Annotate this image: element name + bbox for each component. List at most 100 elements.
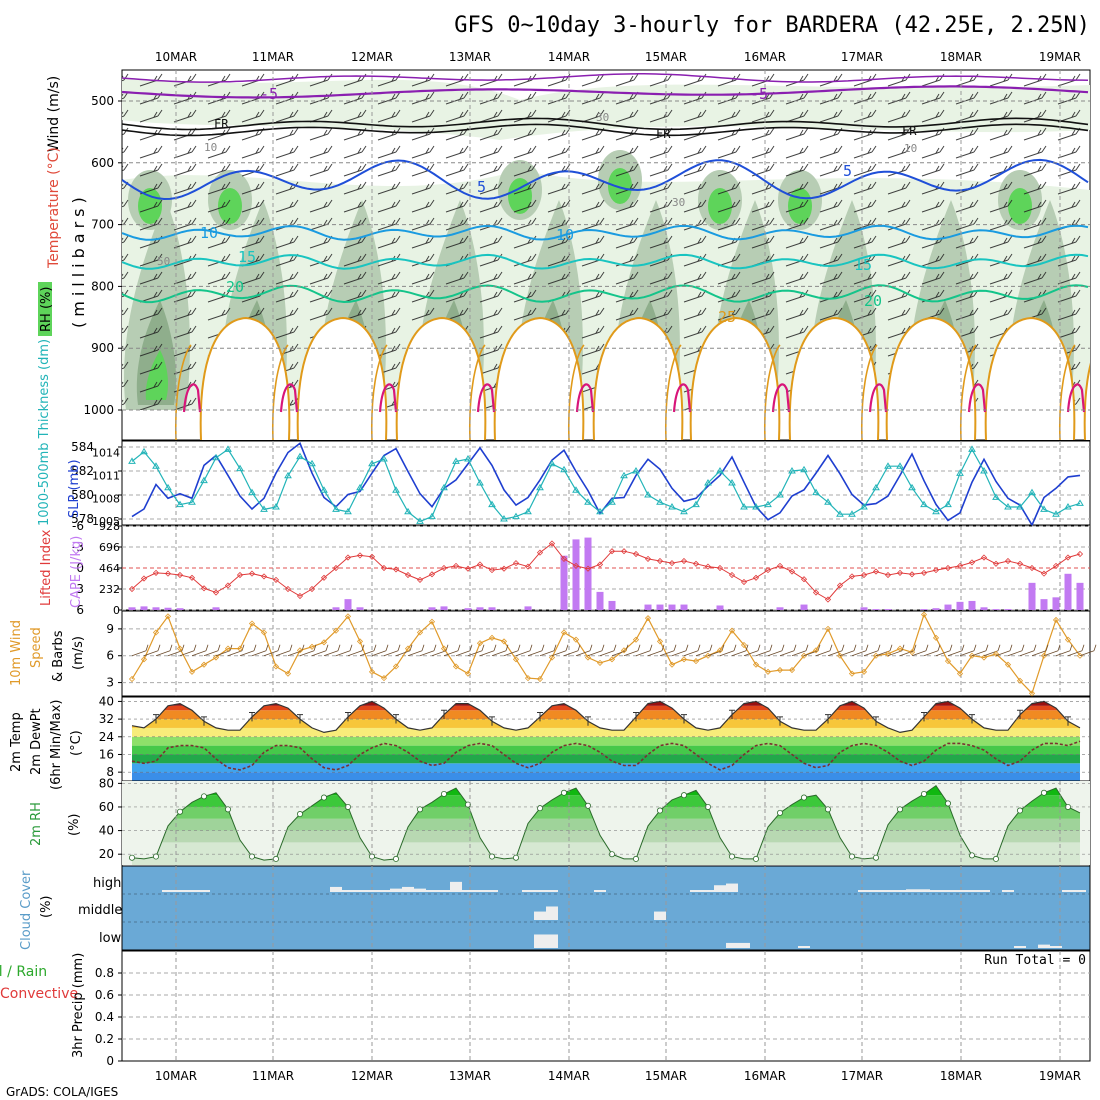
- contour-label-10-b: 10: [556, 226, 574, 244]
- wind-barb: [959, 644, 977, 657]
- wind-barb: [443, 644, 461, 657]
- wind-speed-point: [764, 668, 772, 675]
- label-2m-rh: 2m RH: [29, 802, 44, 846]
- cloud-bar-high: [330, 886, 342, 892]
- lifted-index-point: [428, 571, 436, 578]
- lifted-index-point: [824, 596, 832, 603]
- thickness-point: [632, 467, 640, 474]
- tick-label: 578: [71, 512, 94, 526]
- contour-label-15-b: 15: [854, 256, 872, 274]
- cape-bar: [212, 607, 220, 610]
- thickness-point: [416, 517, 424, 524]
- cloud-bar-high: [858, 890, 870, 892]
- lifted-index-point: [848, 573, 856, 580]
- tick-label-right: 1005: [92, 515, 120, 528]
- wind-speed-point: [716, 647, 724, 654]
- date-axis-top: 10MAR 11MAR 12MAR 13MAR 14MAR 15MAR 16MAR 17MAR…: [155, 50, 1081, 64]
- wind-barb: [827, 644, 845, 657]
- contour-label-fr-b: FR: [656, 127, 671, 141]
- wind-barb: [911, 644, 929, 657]
- contour-label-15-a: 15: [238, 248, 256, 266]
- wind-barb: [947, 644, 965, 657]
- lifted-index-point: [692, 560, 700, 567]
- lifted-index-point: [188, 574, 196, 581]
- cloud-bar-high: [162, 890, 174, 892]
- lifted-index-point: [548, 540, 556, 547]
- wind-barb: [419, 644, 437, 657]
- thickness-point: [812, 488, 820, 496]
- cloud-bar-high: [918, 889, 930, 892]
- rh-point: [753, 855, 760, 862]
- label-cloud-cover: Cloud Cover: [19, 870, 34, 950]
- label-speed: Speed: [29, 627, 44, 668]
- pressure-gridlines: [122, 441, 1090, 525]
- minmax-marker: [729, 709, 735, 720]
- thickness-point: [860, 503, 868, 510]
- wind-barb: [671, 644, 689, 657]
- lifted-index-point: [992, 560, 1000, 567]
- cloud-bar-high: [594, 890, 606, 892]
- contour-5: [122, 158, 1089, 201]
- wind-barb: [191, 644, 209, 657]
- wind-barb: [719, 644, 737, 657]
- lifted-index-point: [560, 555, 568, 562]
- thickness-point: [908, 483, 916, 491]
- tick-label: 3: [106, 676, 114, 690]
- wind-barb: [1019, 644, 1037, 657]
- lifted-index-point: [272, 576, 280, 583]
- cape-bar: [464, 608, 472, 610]
- lifted-index-point: [896, 569, 904, 576]
- wind-barb: [575, 644, 593, 657]
- stability-panel: -6 -3 0 3 6 928 696 464 232 0 Lifted Index CAPE (…: [39, 519, 1091, 617]
- temp-band: [132, 763, 1080, 773]
- cloud-bar-low: [726, 942, 738, 948]
- thickness-point: [200, 476, 208, 484]
- minmax-marker: [441, 709, 447, 720]
- wind-speed-point: [560, 629, 568, 636]
- rh-point: [224, 806, 231, 813]
- date-label-top: 17MAR: [841, 50, 883, 64]
- thickness-point: [500, 515, 508, 522]
- wind-barb: [1055, 644, 1073, 657]
- contour-label-5-a: 5: [477, 178, 486, 196]
- lifted-index-point: [344, 554, 352, 561]
- wind-barb: [251, 644, 269, 657]
- lifted-index-point: [980, 554, 988, 561]
- cloud-bar-high: [198, 890, 210, 892]
- wind-barb: [779, 644, 797, 657]
- contour-minus10: [122, 73, 1089, 83]
- cape-bar: [968, 600, 976, 610]
- thickness-point: [728, 479, 736, 486]
- cloud-bar-high: [390, 888, 402, 892]
- wind-barb: [275, 644, 293, 657]
- lifted-index-point: [788, 568, 796, 575]
- contour-labels: -5 -5 FR FR FR 5 5 10 10 15 15 20 20 25 …: [157, 85, 917, 326]
- rh-point: [585, 802, 592, 809]
- lifted-index-point: [212, 589, 220, 596]
- contour-label-rh10-b: 10: [904, 142, 917, 155]
- lifted-index-point: [956, 562, 964, 569]
- lifted-index-point: [380, 564, 388, 572]
- lifted-index-point: [296, 592, 304, 600]
- tick-label-right: 1008: [92, 492, 120, 505]
- thickness-point: [332, 505, 340, 512]
- label-slp: SLP (mb): [67, 459, 82, 518]
- cloud-bar-high: [342, 890, 354, 892]
- cape-bar: [956, 601, 964, 610]
- cape-bar: [680, 604, 688, 610]
- cloud-bar-high: [378, 890, 390, 892]
- label-temperature: Temperature (°C): [46, 147, 62, 269]
- cloud-bar-high: [486, 890, 498, 892]
- wind-barb: [527, 644, 545, 657]
- wind-barb: [923, 644, 941, 657]
- label-lifted: Lifted Index: [39, 529, 54, 606]
- minmax-marker: [681, 714, 687, 724]
- wind-speed-point: [476, 640, 484, 647]
- rh-point: [897, 806, 904, 813]
- lifted-index-point: [368, 553, 376, 560]
- wind-speed-point: [728, 627, 736, 634]
- cloud-bar-high: [1002, 890, 1014, 892]
- tick-label: 580: [71, 488, 94, 502]
- rh-point: [488, 853, 495, 860]
- wind-speed-point: [404, 645, 412, 652]
